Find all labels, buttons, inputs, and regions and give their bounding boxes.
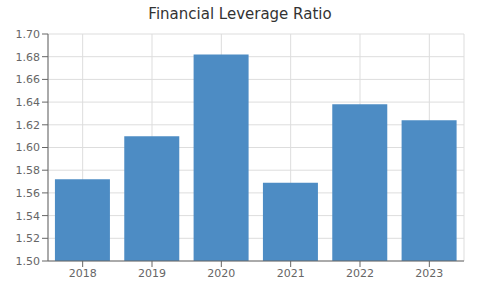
- svg-text:2020: 2020: [207, 267, 235, 280]
- svg-text:2022: 2022: [346, 267, 374, 280]
- svg-text:1.54: 1.54: [16, 210, 41, 223]
- svg-text:1.60: 1.60: [16, 141, 41, 154]
- svg-text:1.66: 1.66: [16, 73, 41, 86]
- svg-text:2019: 2019: [138, 267, 166, 280]
- svg-text:2018: 2018: [69, 267, 97, 280]
- svg-text:1.64: 1.64: [16, 96, 41, 109]
- svg-text:1.58: 1.58: [16, 164, 41, 177]
- svg-text:1.70: 1.70: [16, 28, 41, 41]
- svg-text:1.68: 1.68: [16, 51, 41, 64]
- svg-text:2023: 2023: [415, 267, 443, 280]
- svg-text:1.56: 1.56: [16, 187, 41, 200]
- svg-text:1.52: 1.52: [16, 232, 41, 245]
- svg-text:1.62: 1.62: [16, 119, 41, 132]
- svg-text:1.50: 1.50: [16, 255, 41, 268]
- html-text:Financial Leverage Ratio: Financial Leverage Ratio: [148, 5, 332, 23]
- svg-text:2021: 2021: [277, 267, 305, 280]
